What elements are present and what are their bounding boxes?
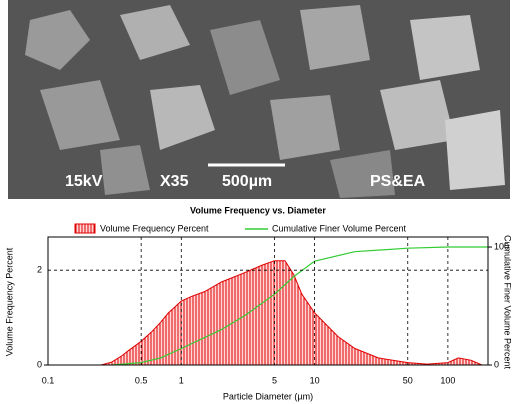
x-tick-label: 0.1 <box>42 375 55 385</box>
y-tick-label: 2 <box>37 265 42 275</box>
legend-label: Cumulative Finer Volume Percent <box>272 223 407 233</box>
y2-axis-label: Cumulative Finer Volume Percent <box>503 235 513 370</box>
y-tick-label: 0 <box>37 359 42 369</box>
sem-label: 15kV <box>65 173 103 190</box>
x-tick-label: 5 <box>272 375 277 385</box>
x-axis-label: Particle Diameter (µm) <box>223 391 313 401</box>
y2-tick-label: 0 <box>494 359 499 369</box>
sem-image: 15kV X35 500µm PS&EA <box>8 0 510 199</box>
x-tick-label: 10 <box>310 375 320 385</box>
x-tick-label: 1 <box>179 375 184 385</box>
sem-label: X35 <box>160 173 189 190</box>
sem-label: PS&EA <box>370 173 426 190</box>
sem-label: 500µm <box>222 173 272 190</box>
chart-title: Volume Frequency vs. Diameter <box>190 205 326 215</box>
legend-label: Volume Frequency Percent <box>100 223 209 233</box>
x-tick-label: 0.5 <box>135 375 148 385</box>
y-axis-label: Volume Frequency Percent <box>4 247 14 356</box>
y2-tick-label: 100 <box>494 241 509 251</box>
page: 15kV X35 500µm PS&EA Volume Frequency vs… <box>0 0 517 404</box>
x-tick-label: 100 <box>440 375 455 385</box>
frequency-area <box>101 261 482 365</box>
legend-swatch <box>75 224 95 233</box>
x-tick-label: 50 <box>403 375 413 385</box>
